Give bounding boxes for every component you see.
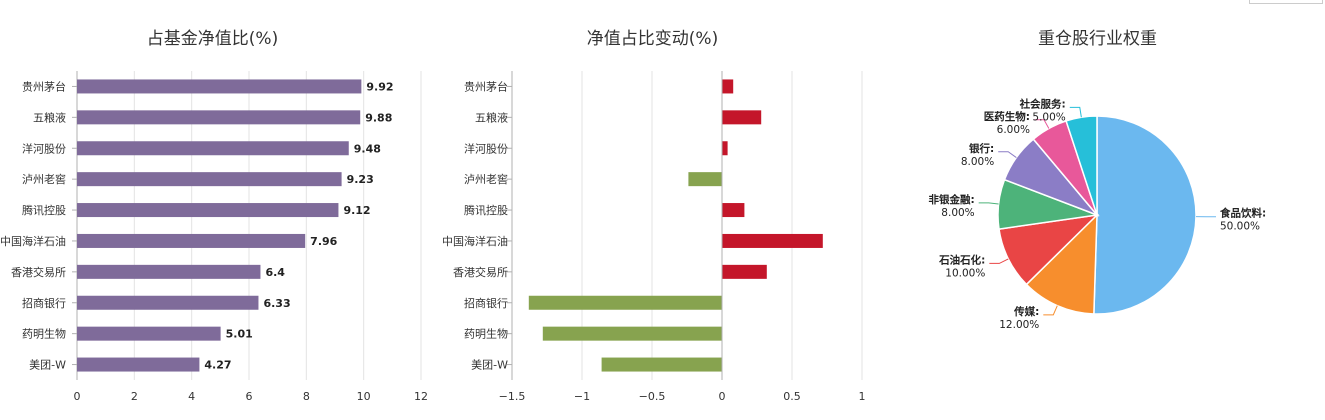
slice-name: 医药生物:	[984, 110, 1030, 123]
leader-line	[998, 152, 1016, 158]
ratio-change-chart: −1.5 −1 −0.5 0 0.5 1 贵州茅台五粮液洋河股份泸州老窖腾讯控股中国海洋石油…	[430, 0, 875, 415]
category-label: 五粮液	[33, 110, 66, 124]
category-label: 美团-W	[471, 359, 508, 372]
bar	[77, 327, 221, 341]
bar	[722, 203, 744, 217]
slice-name: 食品饮料:	[1219, 207, 1266, 220]
bar	[722, 265, 767, 279]
data-label: 5.01	[226, 328, 253, 341]
category-label: 贵州茅台	[464, 79, 508, 93]
leader-line	[1043, 306, 1057, 315]
bar	[688, 172, 722, 186]
category-label: 美团-W	[29, 359, 66, 372]
category-label: 药明生物	[22, 327, 66, 341]
data-label: 9.48	[354, 142, 381, 155]
bar	[77, 296, 258, 310]
bar	[77, 79, 361, 93]
data-label: 6.33	[263, 297, 290, 310]
slice-name: 石油石化:	[938, 253, 985, 266]
x-tick-label: 0.5	[783, 390, 801, 403]
bar	[722, 141, 728, 155]
x-tick-label: 1	[859, 390, 866, 403]
category-label: 腾讯控股	[22, 203, 66, 217]
slice-name: 非银金融:	[928, 193, 974, 206]
x-tick-label: 6	[246, 390, 253, 403]
bar	[543, 327, 722, 341]
x-tick-label: 2	[131, 390, 138, 403]
bar	[722, 234, 823, 248]
industry-weight-pie: 食品饮料:50.00%传媒:12.00%石油石化:10.00%非银金融:8.00…	[875, 0, 1325, 415]
x-tick-label: 4	[188, 390, 195, 403]
data-label: 6.4	[265, 266, 285, 279]
bar	[529, 296, 722, 310]
data-label: 9.23	[347, 173, 374, 186]
bar	[77, 203, 338, 217]
net-value-ratio-panel: 占基金净值比(%) 0 2 4 6 8 10 12 贵州茅台 9.92 五粮液 9.88 洋河股份 9.…	[0, 0, 430, 415]
bar	[602, 358, 722, 372]
category-label: 泸州老窖	[22, 172, 66, 186]
data-label: 9.12	[343, 204, 370, 217]
chart3-title: 重仓股行业权重	[875, 24, 1320, 49]
data-label: 7.96	[310, 235, 337, 248]
leader-line	[1070, 107, 1082, 117]
x-tick-label: 12	[414, 390, 428, 403]
category-label: 中国海洋石油	[0, 234, 66, 248]
bar	[77, 358, 199, 372]
x-tick-label: 10	[357, 390, 371, 403]
x-tick-label: 0	[74, 390, 81, 403]
chart1-title: 占基金净值比(%)	[0, 24, 425, 49]
x-tick-label: 8	[303, 390, 310, 403]
data-label: 9.92	[366, 80, 393, 93]
slice-value: 8.00%	[941, 207, 974, 219]
slice-name: 社会服务:	[1019, 97, 1066, 110]
pie-slice	[1094, 116, 1196, 314]
category-label: 腾讯控股	[464, 203, 508, 217]
category-label: 香港交易所	[453, 265, 508, 279]
ratio-change-panel: 净值占比变动(%) −1.5 −1 −0.5 0 0.5 1 贵州茅台五粮液洋河股份泸州老窖…	[430, 0, 875, 415]
x-tick-label: −0.5	[639, 390, 666, 403]
slice-value: 8.00%	[961, 156, 994, 168]
x-tick-label: 0	[719, 390, 726, 403]
x-tick-label: −1	[574, 390, 590, 403]
category-label: 中国海洋石油	[442, 234, 508, 248]
category-label: 招商银行	[464, 296, 508, 310]
slice-name: 传媒:	[1013, 305, 1039, 318]
leader-line	[989, 259, 1008, 263]
bar	[77, 265, 260, 279]
data-label: 9.88	[365, 111, 392, 124]
chart2-title: 净值占比变动(%)	[430, 24, 875, 49]
x-tick-label: −1.5	[499, 390, 526, 403]
data-label: 4.27	[204, 359, 231, 372]
category-label: 招商银行	[22, 296, 66, 310]
slice-value: 6.00%	[997, 124, 1030, 136]
slice-name: 银行:	[969, 142, 994, 155]
category-label: 香港交易所	[11, 265, 66, 279]
bar	[722, 79, 733, 93]
slice-value: 50.00%	[1220, 221, 1260, 233]
leader-line	[979, 203, 999, 204]
slice-value: 5.00%	[1032, 111, 1065, 123]
category-label: 洋河股份	[22, 141, 66, 155]
bar	[722, 110, 761, 124]
bar	[77, 234, 305, 248]
category-label: 药明生物	[464, 327, 508, 341]
slice-value: 12.00%	[999, 319, 1039, 331]
category-label: 泸州老窖	[464, 172, 508, 186]
bar	[77, 172, 342, 186]
slice-value: 10.00%	[945, 267, 985, 279]
category-label: 五粮液	[475, 110, 508, 124]
net-value-ratio-chart: 0 2 4 6 8 10 12 贵州茅台 9.92 五粮液 9.88 洋河股份 9.48 泸州老窖 9.23…	[0, 0, 430, 415]
industry-weight-panel: 重仓股行业权重 食品饮料:50.00% 传媒:12.00% 石油石化:10.00% 非…	[875, 0, 1325, 415]
category-label: 洋河股份	[464, 141, 508, 155]
bar	[77, 110, 360, 124]
bar	[77, 141, 349, 155]
category-label: 贵州茅台	[22, 79, 66, 93]
